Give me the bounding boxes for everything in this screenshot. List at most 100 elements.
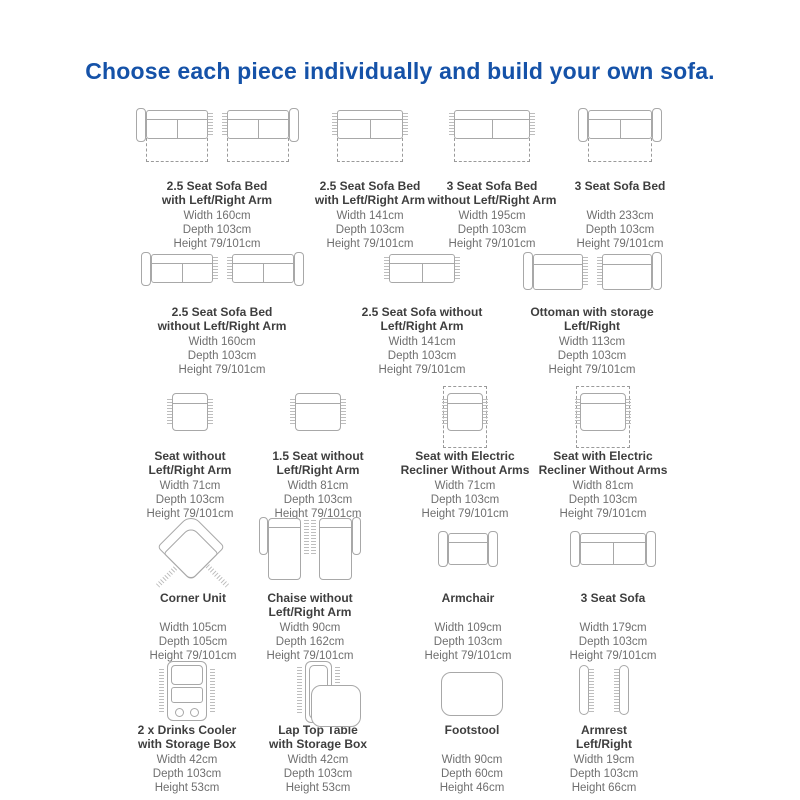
product-cell: Armrest Left/Right Width 19cm Depth 103c… <box>534 658 674 795</box>
product-name: 3 Seat Sofa Bed <box>575 179 666 208</box>
product-name: Corner Unit <box>160 591 226 620</box>
armrest-left <box>579 665 589 715</box>
seat-body <box>447 393 483 431</box>
armchair-icon <box>438 531 498 567</box>
product-name-line: with Storage Box <box>137 737 236 751</box>
ottoman-body <box>532 254 583 290</box>
product-cell: Corner Unit Width 105cm Depth 105cm Heig… <box>123 513 263 663</box>
cooler-body <box>167 661 207 721</box>
product-name: Armrest Left/Right <box>576 723 632 752</box>
sofa-arm <box>651 252 662 290</box>
connector-hatch <box>207 113 213 137</box>
dim-height: Height 79/101cm <box>569 650 657 662</box>
chaise-pair-diagram <box>259 516 361 582</box>
footstool-diagram <box>441 658 503 716</box>
bed-extension-outline <box>454 138 530 162</box>
product-name-line: Corner Unit <box>160 591 226 605</box>
seat-icon <box>290 393 346 431</box>
page-title: Choose each piece individually and build… <box>85 58 715 84</box>
dim-depth: Depth 103cm <box>182 224 252 236</box>
dim-depth: Depth 103cm <box>152 768 222 780</box>
dim-width: Width 81cm <box>572 480 634 492</box>
ottoman-left-icon <box>522 252 588 290</box>
product-name: Seat without Left/Right Arm <box>149 449 232 478</box>
product-dimensions: Width 90cm Depth 60cm Height 46cm <box>440 753 505 795</box>
product-cell: Lap Top Table with Storage Box Width 42c… <box>248 658 388 795</box>
seat-electric-recliner-wide-diagram <box>575 384 631 448</box>
connector-hatch <box>575 399 580 425</box>
product-name: 2.5 Seat Sofa Bed with Left/Right Arm <box>315 179 425 208</box>
bed-extension-outline <box>588 138 652 162</box>
dim-width: Width 90cm <box>279 622 341 634</box>
dim-height: Height 53cm <box>285 782 351 794</box>
sofa-body <box>150 254 213 283</box>
dim-height: Height 79/101cm <box>548 364 636 376</box>
product-dimensions: Width 42cm Depth 103cm Height 53cm <box>284 753 352 795</box>
dim-depth: Depth 60cm <box>440 768 503 780</box>
sofa-bed-right-arm-icon <box>221 108 299 162</box>
dim-width: Width 141cm <box>336 210 404 222</box>
product-dimensions: Width 81cm Depth 103cm Height 79/101cm <box>560 479 647 521</box>
armrest-right <box>619 665 629 715</box>
dim-width: Width 160cm <box>183 210 251 222</box>
product-name-line: Seat with Electric <box>553 449 653 463</box>
product-dimensions: Width 141cm Depth 103cm Height 79/101cm <box>327 209 414 251</box>
dim-depth: Depth 103cm <box>283 494 353 506</box>
sofa-right-arm-icon <box>226 252 304 286</box>
dim-height: Height 79/101cm <box>424 650 512 662</box>
recliner-seat-icon <box>575 386 631 448</box>
product-name: Armchair <box>442 591 495 620</box>
sofa-arm <box>293 252 304 286</box>
product-name-line: Left/Right Arm <box>380 319 464 333</box>
product-cell: 3 Seat Sofa Width 179cm Depth 103cm Heig… <box>543 516 683 663</box>
product-name: Seat with Electric Recliner Without Arms <box>401 449 530 478</box>
product-name-line: Recliner Without Arms <box>538 463 668 477</box>
dim-depth: Depth 103cm <box>335 224 405 236</box>
product-name-line: Armchair <box>441 591 495 605</box>
product-name: 2.5 Seat Sofa without Left/Right Arm <box>362 305 483 334</box>
dim-height: Height 53cm <box>154 782 220 794</box>
sofa-body <box>145 110 208 162</box>
sofa-body <box>580 533 646 565</box>
dim-depth: Depth 105cm <box>158 636 228 648</box>
chaise-right-arm <box>311 517 361 580</box>
connector-hatch <box>296 667 302 715</box>
armchair-diagram <box>438 516 498 582</box>
laptop-table-icon <box>296 661 361 727</box>
product-cell: Chaise without Left/Right Arm Width 90cm… <box>240 516 380 663</box>
connector-hatch <box>530 113 535 137</box>
dim-depth: Depth 103cm <box>187 350 257 362</box>
ottoman-right-icon <box>596 252 662 290</box>
product-name-line: Recliner Without Arms <box>400 463 530 477</box>
dim-height: Height 79/101cm <box>378 364 466 376</box>
dim-height: Height 79/101cm <box>274 508 362 520</box>
product-cell: 2.5 Seat Sofa Bed with Left/Right Arm Wi… <box>300 108 440 251</box>
connector-hatch <box>442 399 447 425</box>
connector-hatch <box>626 399 631 425</box>
cooler-tray <box>171 687 203 703</box>
row-sofa-beds: 2.5 Seat Sofa Bed with Left/Right Arm Wi… <box>0 108 800 251</box>
product-dimensions: Width 160cm Depth 103cm Height 79/101cm <box>174 209 261 251</box>
row-sofas-ottoman: 2.5 Seat Sofa Bed without Left/Right Arm… <box>0 252 800 384</box>
bed-extension-outline <box>337 138 403 162</box>
three-seat-sofa-icon <box>570 531 656 567</box>
product-name: 3 Seat Sofa <box>581 591 646 620</box>
dim-height: Height 79/101cm <box>178 364 266 376</box>
dim-width: Width 113cm <box>558 336 626 348</box>
product-name-line: with Left/Right Arm <box>314 193 426 207</box>
product-cell: Seat with Electric Recliner Without Arms… <box>533 384 673 521</box>
product-name-line: 3 Seat Sofa Bed <box>446 179 538 193</box>
product-dimensions: Width 71cm Depth 103cm Height 79/101cm <box>147 479 234 521</box>
connector-hatch <box>589 669 594 713</box>
connector-hatch <box>582 257 588 287</box>
ottoman-pair-diagram <box>522 252 662 296</box>
dim-height: Height 79/101cm <box>421 508 509 520</box>
dim-height: Height 46cm <box>439 782 505 794</box>
sofa-arm <box>646 531 656 567</box>
product-cell: 2.5 Seat Sofa Bed without Left/Right Arm… <box>140 252 304 377</box>
product-name: Footstool <box>445 723 500 752</box>
sofa-bed-no-arm-diagram <box>332 108 408 170</box>
product-name-line: 2.5 Seat Sofa Bed <box>171 305 273 319</box>
product-dimensions: Width 90cm Depth 162cm Height 79/101cm <box>267 621 354 663</box>
sofa-arm <box>570 531 580 567</box>
